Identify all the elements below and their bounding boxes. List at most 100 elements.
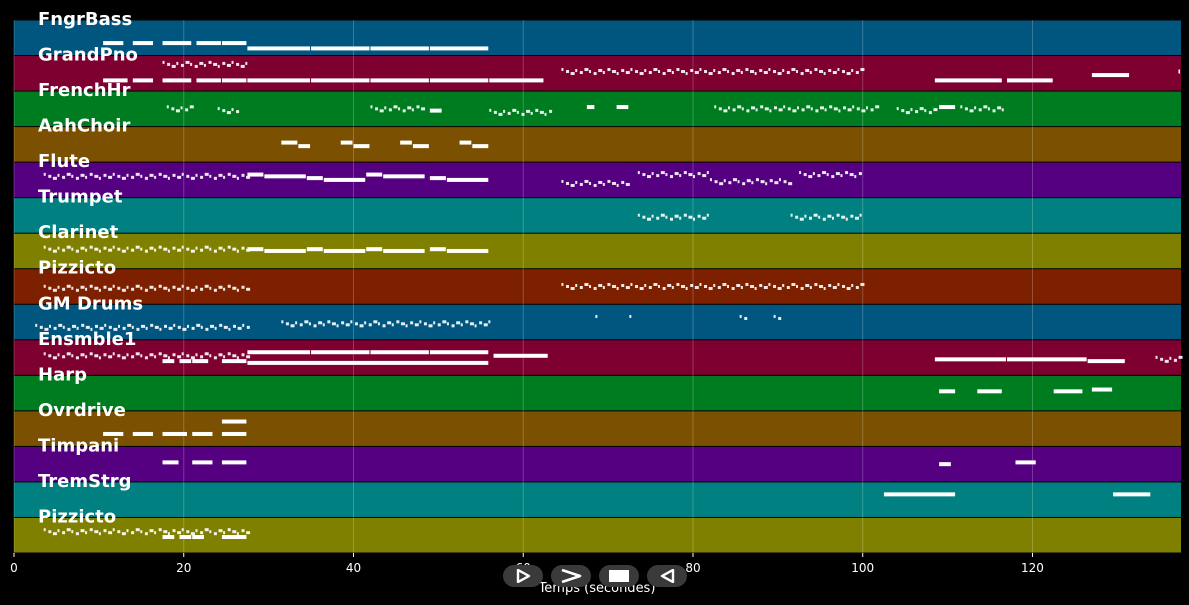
note-cluster-mark bbox=[52, 532, 57, 536]
note-cluster-mark bbox=[187, 324, 190, 328]
note-cluster-mark bbox=[713, 69, 716, 73]
note-cluster-mark bbox=[607, 68, 611, 72]
note-cluster-mark bbox=[579, 182, 583, 186]
note-cluster-mark bbox=[85, 287, 88, 291]
note-cluster-mark bbox=[685, 72, 688, 76]
note bbox=[353, 144, 370, 149]
note-cluster-mark bbox=[140, 247, 143, 251]
note-cluster-mark bbox=[769, 179, 773, 183]
note-cluster-mark bbox=[667, 69, 672, 73]
note-cluster-mark bbox=[396, 320, 400, 324]
note-cluster-mark bbox=[837, 68, 840, 72]
x-tick-label: 80 bbox=[685, 561, 700, 575]
note-cluster-mark bbox=[731, 287, 735, 290]
note-cluster-mark bbox=[43, 352, 46, 356]
note-cluster-mark bbox=[171, 107, 175, 111]
stop-button[interactable] bbox=[599, 565, 639, 587]
note-cluster-mark bbox=[817, 174, 821, 178]
note-cluster-mark bbox=[852, 105, 855, 109]
note-cluster-mark bbox=[117, 530, 121, 534]
note bbox=[1007, 357, 1087, 362]
forward-button[interactable] bbox=[551, 565, 591, 587]
back-button[interactable] bbox=[647, 565, 687, 587]
note-cluster-mark bbox=[575, 180, 578, 184]
note-cluster-mark bbox=[345, 323, 350, 327]
note-cluster-mark bbox=[377, 322, 380, 326]
note bbox=[489, 78, 544, 83]
note-cluster-mark bbox=[983, 105, 988, 109]
note-cluster-mark bbox=[745, 283, 749, 286]
note-cluster-mark bbox=[896, 107, 899, 111]
note-cluster-mark bbox=[313, 324, 317, 328]
note-cluster-mark bbox=[172, 529, 176, 533]
note-cluster-mark bbox=[694, 286, 699, 289]
note-cluster-mark bbox=[236, 356, 239, 360]
note-cluster-mark bbox=[742, 182, 746, 186]
note-cluster-mark bbox=[241, 285, 245, 289]
note-cluster-mark bbox=[566, 70, 570, 74]
note-cluster-mark bbox=[308, 322, 311, 326]
note-cluster-mark bbox=[163, 247, 168, 251]
note-cluster-mark bbox=[790, 213, 793, 217]
note-cluster-mark bbox=[150, 323, 154, 327]
note bbox=[939, 462, 951, 467]
note-cluster-mark bbox=[144, 249, 148, 253]
note bbox=[616, 105, 629, 110]
note-cluster-mark bbox=[777, 287, 782, 290]
note-cluster-mark bbox=[566, 285, 570, 288]
note-cluster-mark bbox=[204, 245, 209, 249]
note-cluster-mark bbox=[75, 532, 79, 536]
track-band bbox=[14, 91, 1181, 127]
note-cluster-mark bbox=[195, 353, 198, 357]
note bbox=[366, 172, 383, 177]
play-button[interactable] bbox=[503, 565, 543, 587]
note bbox=[162, 460, 179, 465]
note-cluster-mark bbox=[80, 353, 85, 357]
track-label: Pizzicto bbox=[38, 258, 116, 279]
note-cluster-mark bbox=[808, 216, 812, 220]
note-cluster-mark bbox=[158, 528, 162, 532]
note-cluster-mark bbox=[222, 109, 226, 113]
note-cluster-mark bbox=[1001, 108, 1004, 112]
note-cluster-mark bbox=[126, 285, 129, 289]
note-cluster-mark bbox=[49, 324, 52, 328]
note bbox=[383, 174, 425, 179]
note-cluster-mark bbox=[860, 68, 865, 72]
note-cluster-mark bbox=[209, 286, 212, 290]
note-cluster-mark bbox=[855, 71, 859, 75]
note-cluster-mark bbox=[66, 528, 71, 532]
note-cluster-mark bbox=[838, 109, 841, 113]
note-cluster-mark bbox=[706, 213, 709, 217]
note bbox=[400, 140, 412, 145]
note bbox=[383, 248, 425, 253]
note-cluster-mark bbox=[131, 355, 135, 359]
note-cluster-mark bbox=[177, 175, 182, 179]
note-cluster-mark bbox=[85, 531, 88, 535]
note-cluster-mark bbox=[39, 325, 43, 329]
note bbox=[323, 177, 366, 182]
note-cluster-mark bbox=[722, 283, 727, 286]
note-cluster-mark bbox=[190, 532, 195, 536]
note-cluster-mark bbox=[402, 109, 406, 113]
note-cluster-mark bbox=[653, 283, 658, 286]
note-cluster-mark bbox=[172, 285, 176, 289]
note bbox=[179, 535, 192, 540]
note-cluster-mark bbox=[223, 287, 226, 291]
note-cluster-mark bbox=[126, 353, 129, 357]
note-cluster-mark bbox=[570, 72, 575, 76]
note-cluster-mark bbox=[702, 216, 707, 220]
note-cluster-mark bbox=[598, 180, 603, 184]
note-cluster-mark bbox=[75, 176, 79, 180]
note-cluster-mark bbox=[172, 353, 176, 357]
note-cluster-mark bbox=[656, 174, 660, 178]
note bbox=[446, 248, 489, 253]
note-cluster-mark bbox=[85, 355, 88, 359]
note-cluster-mark bbox=[336, 324, 339, 328]
note-cluster-mark bbox=[598, 69, 603, 73]
note-cluster-mark bbox=[744, 316, 748, 320]
note-cluster-mark bbox=[195, 246, 198, 250]
note-cluster-mark bbox=[651, 214, 654, 218]
note-cluster-mark bbox=[231, 60, 234, 64]
note-cluster-mark bbox=[186, 247, 190, 251]
note-cluster-mark bbox=[512, 108, 517, 112]
